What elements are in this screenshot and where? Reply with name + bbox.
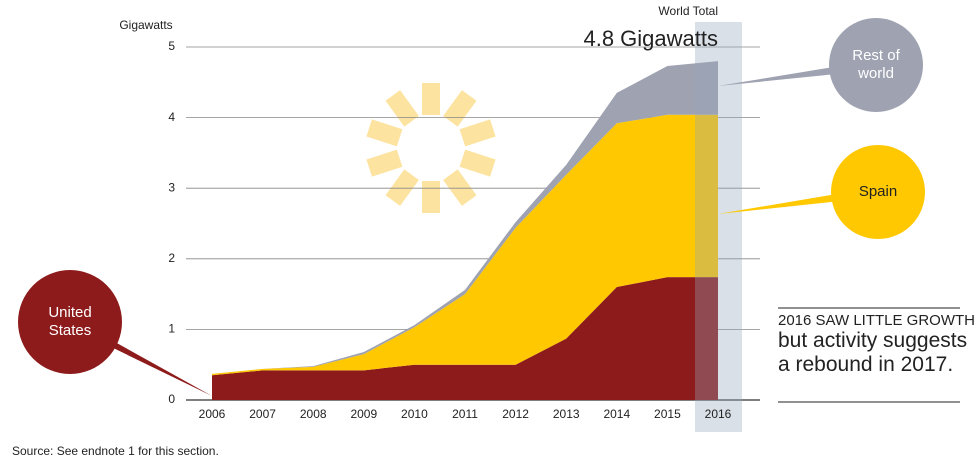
legend-bubble: United States (18, 270, 122, 374)
x-tick-label: 2010 (401, 407, 428, 421)
note: 2016 SAW LITTLE GROWTH, but activity sug… (778, 312, 975, 377)
sun-ray (366, 149, 403, 177)
note-line: but activity suggests (778, 329, 968, 352)
sun-ray (422, 83, 440, 115)
x-tick-label: 2008 (300, 407, 327, 421)
sun-icon (366, 83, 496, 213)
area (212, 61, 718, 374)
x-tick-label: 2012 (502, 407, 529, 421)
note-line: a rebound in 2017. (778, 353, 954, 376)
y-tick-label: 5 (168, 39, 175, 53)
sun-ray (385, 169, 419, 206)
highlight-column (695, 22, 742, 432)
source: Source: See endnote 1 for this section. (12, 444, 219, 458)
x-tick-label: 2014 (603, 407, 630, 421)
legend-bubble: Rest of world (829, 18, 923, 112)
legend-bubble: Spain (831, 145, 925, 239)
y-tick-label: 2 (168, 251, 175, 265)
note-line: 2016 SAW LITTLE GROWTH, (778, 312, 975, 329)
x-tick-label: 2006 (199, 407, 226, 421)
x-tick-label: 2015 (654, 407, 681, 421)
total-title: World Total (658, 4, 718, 18)
total-label: 4.8 Gigawatts (583, 26, 718, 51)
y-tick-label: 1 (168, 322, 175, 336)
area (212, 114, 718, 376)
x-tick-label: 2009 (350, 407, 377, 421)
y-tick-label: 3 (168, 180, 175, 194)
area (212, 277, 718, 400)
x-tick-label: 2011 (452, 407, 478, 421)
sun-ray (443, 90, 477, 127)
sun-ray (366, 119, 403, 147)
sun-ray (459, 119, 496, 147)
x-tick-label: 2007 (249, 407, 276, 421)
y-axis-label: Gigawatts (119, 18, 172, 32)
sun-ray (422, 181, 440, 213)
sun-ray (385, 90, 419, 127)
y-tick-label: 4 (168, 110, 175, 124)
sun-ray (443, 169, 477, 206)
x-tick-label: 2016 (705, 407, 732, 421)
y-tick-label: 0 (168, 392, 175, 406)
sun-ray (459, 149, 496, 177)
x-tick-label: 2013 (553, 407, 580, 421)
